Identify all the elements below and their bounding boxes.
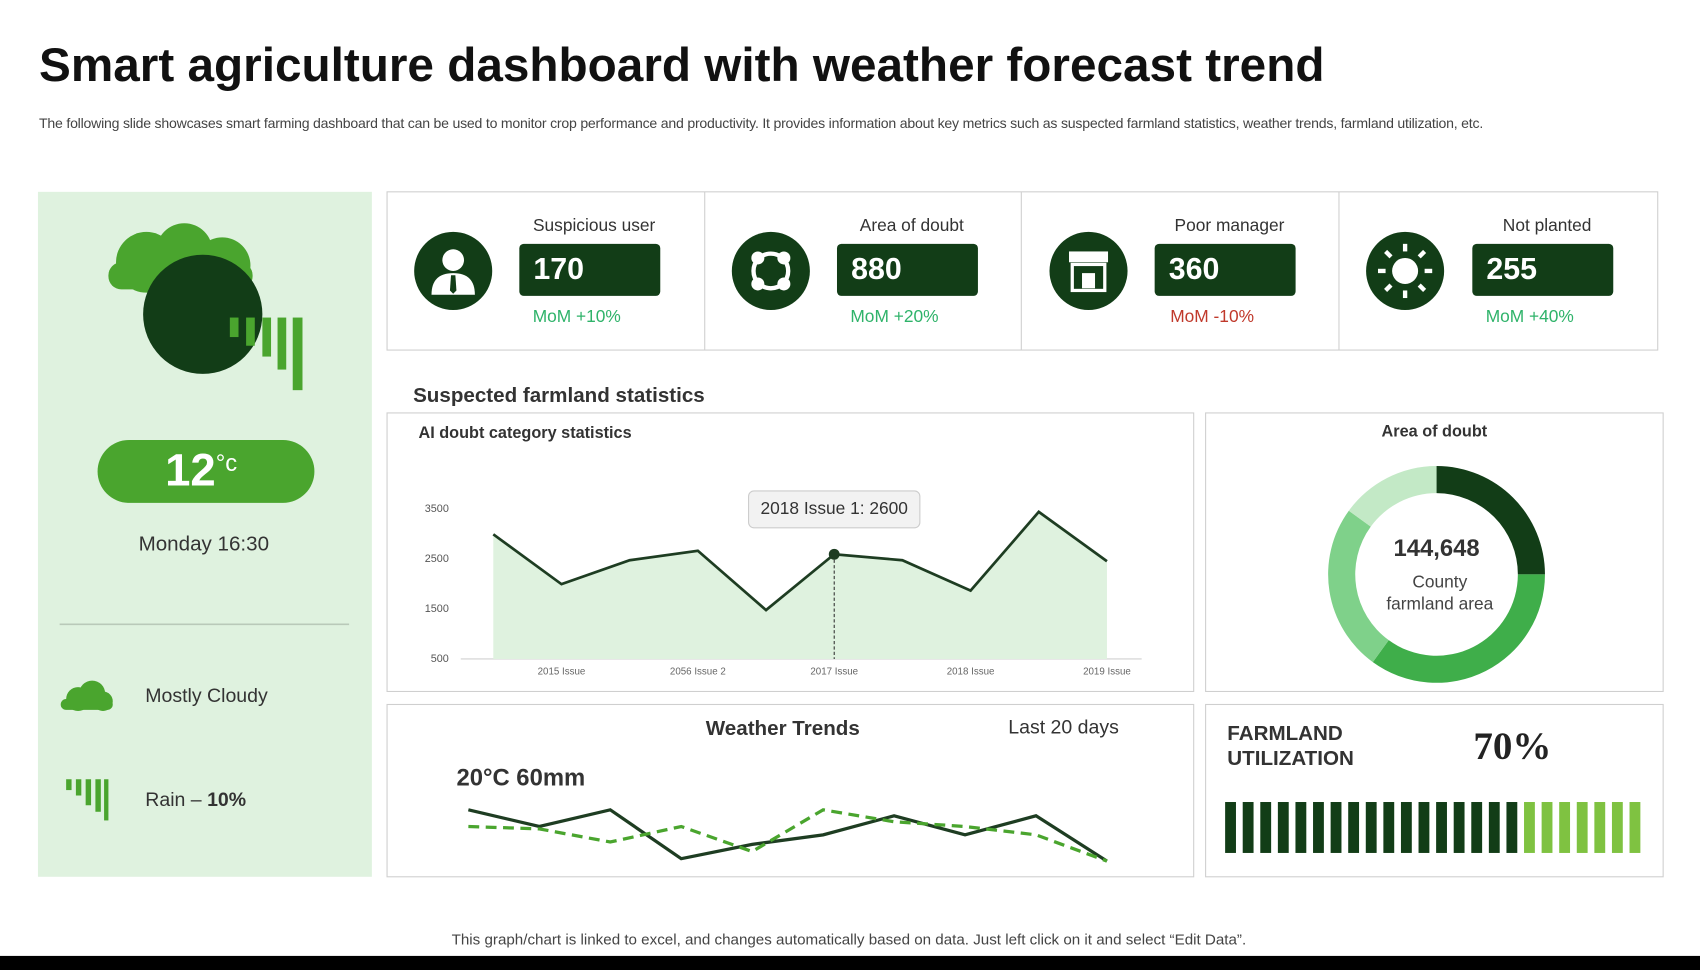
utilization-bar xyxy=(1383,802,1395,853)
utilization-bar xyxy=(1313,802,1324,853)
utilization-bar xyxy=(1436,802,1447,853)
kpi-cards: Suspicious user 170 MoM +10% Area of doubt 8… xyxy=(519,215,1614,326)
line xyxy=(468,808,1108,863)
subtitle-box: The following slide showcases smart farm… xyxy=(39,114,1484,132)
temperature-unit: °c xyxy=(216,450,238,477)
kpi-value: 360 xyxy=(1169,253,1220,286)
utilization-bar xyxy=(1260,802,1272,853)
temperature: 12 xyxy=(165,445,216,496)
rain-value: 10% xyxy=(207,789,246,811)
chart-subtitle: Last 20 days xyxy=(1008,716,1119,738)
tooltip xyxy=(748,490,921,529)
kpi-value-box xyxy=(836,243,978,296)
kpi-value: 170 xyxy=(533,253,584,286)
x-tick-label: 2017 Issue xyxy=(810,667,858,678)
center-value: 144,648 xyxy=(1393,535,1479,562)
kpi-change: MoM +40% xyxy=(1486,306,1574,326)
donut-panel xyxy=(1205,412,1664,693)
weather-trend-panel xyxy=(386,703,1195,878)
donut-segment xyxy=(1436,466,1545,575)
utilization-bar xyxy=(1330,802,1342,853)
kpi-change: MoM +10% xyxy=(533,306,621,326)
hover-point xyxy=(828,548,840,560)
cloud-icon xyxy=(60,680,113,711)
weather-icon xyxy=(108,223,303,391)
utilization-bar xyxy=(1295,802,1307,853)
utilization-bar xyxy=(1559,802,1571,853)
bottom-bar xyxy=(0,955,1700,970)
y-tick-label: 1500 xyxy=(425,603,449,615)
kpi-icons xyxy=(414,231,1445,310)
annotation: 20°C 60mm xyxy=(456,765,585,792)
utilization-bar xyxy=(1541,802,1553,853)
kpi-value: 880 xyxy=(851,253,902,286)
weather-condition: Mostly Cloudy xyxy=(145,685,268,707)
kpi-value-box xyxy=(1154,243,1296,296)
utilization-bar xyxy=(1471,802,1483,853)
value-label: 70% xyxy=(1473,725,1551,768)
weather-time: Monday 16:30 xyxy=(139,533,269,556)
kpi-label: Suspicious user xyxy=(533,215,656,235)
utilization-bar xyxy=(1524,802,1535,853)
utilization-bar xyxy=(1277,802,1289,853)
donut-segment xyxy=(1348,466,1437,527)
utilization-bar xyxy=(1225,802,1236,853)
utilization-bar xyxy=(1242,802,1254,853)
utilization-bar xyxy=(1348,802,1360,853)
page-subtitle: The following slide showcases smart farm… xyxy=(39,114,1484,132)
y-tick-label: 500 xyxy=(431,653,449,665)
area xyxy=(493,511,1107,659)
center-label: farmland area xyxy=(1386,593,1493,613)
kpi-label: Not planted xyxy=(1503,215,1592,235)
kpi-value-box xyxy=(1472,243,1614,296)
chart-title: Weather Trends xyxy=(706,717,860,740)
x-tick-label: 2056 Issue 2 xyxy=(670,667,726,678)
utilization-bar xyxy=(1400,802,1412,853)
line xyxy=(467,808,1108,863)
utilization-bar xyxy=(1453,802,1465,853)
x-tick-label: 2019 Issue xyxy=(1083,667,1131,678)
utilization-bar xyxy=(1629,802,1641,853)
utilization-bar xyxy=(1488,802,1500,853)
kpi-label: Area of doubt xyxy=(860,215,964,235)
utilization-bar xyxy=(1418,802,1430,853)
donut-segment xyxy=(1328,510,1389,663)
temperature-pill xyxy=(97,440,315,503)
utilization-bar xyxy=(1594,802,1606,853)
y-tick-label: 3500 xyxy=(425,503,449,515)
rain-label: Rain – xyxy=(145,789,202,811)
kpi-change: MoM +20% xyxy=(850,306,938,326)
chart-title: AI doubt category statistics xyxy=(418,424,631,442)
chart-title: UTILIZATION xyxy=(1227,747,1354,770)
line xyxy=(492,510,1108,612)
x-tick-label: 2018 Issue xyxy=(947,667,995,678)
x-tick-label: 2015 Issue xyxy=(538,667,586,678)
utilization-bar xyxy=(1611,802,1623,853)
utilization-bar xyxy=(1576,802,1588,853)
kpi-change: MoM -10% xyxy=(1170,306,1254,326)
y-tick-label: 2500 xyxy=(425,553,449,565)
tooltip-text: 2018 Issue 1: 2600 xyxy=(760,498,907,518)
kpi-value: 255 xyxy=(1486,253,1537,286)
utilization-bar xyxy=(1506,802,1518,853)
page-title: Smart agriculture dashboard with weather… xyxy=(39,39,1324,92)
rain: Rain – 10% xyxy=(145,789,246,811)
rain-icon xyxy=(66,779,109,821)
charts: AI doubt category statistics 500 1500 2500 3… xyxy=(418,423,1641,863)
footer: This graph/chart is linked to excel, and… xyxy=(452,932,1247,949)
kpi-label: Poor manager xyxy=(1175,215,1285,235)
section-title: Suspected farmland statistics xyxy=(413,384,705,407)
chart-title: FARMLAND xyxy=(1227,722,1342,745)
donut-segment xyxy=(1372,574,1545,683)
kpi-value-box xyxy=(519,243,661,296)
utilization-bar xyxy=(1365,802,1377,853)
chart-title: Area of doubt xyxy=(1382,423,1488,441)
center-label: County xyxy=(1412,572,1467,592)
